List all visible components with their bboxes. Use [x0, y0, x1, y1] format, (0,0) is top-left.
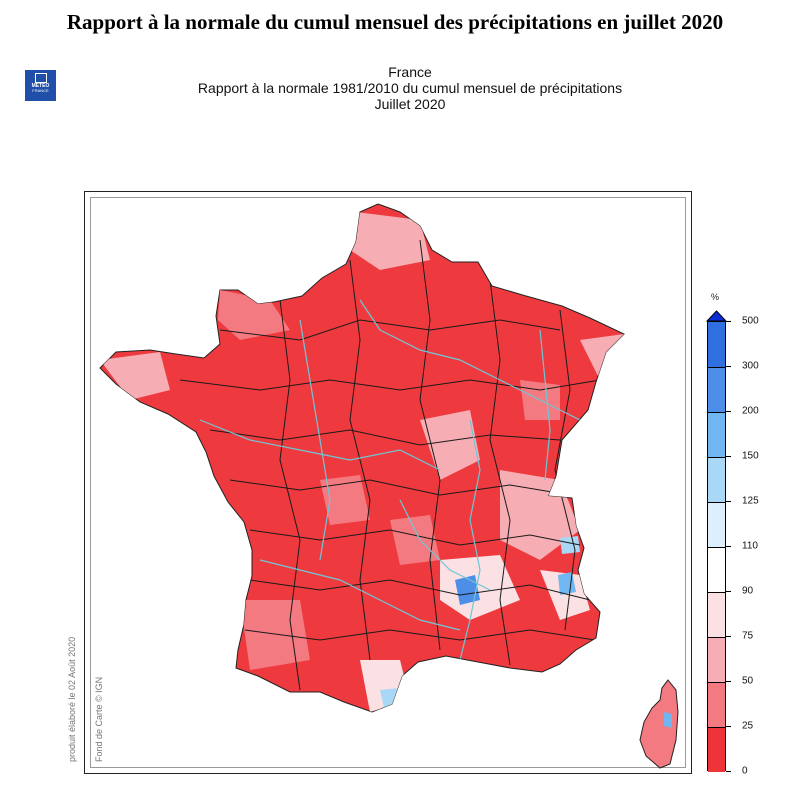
corsica	[639, 679, 679, 769]
legend-label: 0	[742, 765, 748, 777]
map-region: France	[388, 64, 432, 80]
map-inner-frame	[90, 197, 686, 768]
credit-produced: produit élaboré le 02 Août 2020	[67, 636, 77, 762]
legend-segment	[708, 637, 725, 682]
map-header: France Rapport à la normale 1981/2010 du…	[140, 64, 680, 112]
legend-segment	[708, 592, 725, 637]
rivers	[199, 299, 581, 661]
legend-segment	[708, 457, 725, 502]
logo-icon	[34, 73, 47, 83]
legend-label: 90	[742, 585, 754, 597]
legend-segment	[708, 367, 725, 412]
legend-tick	[726, 546, 731, 547]
legend-tick	[726, 681, 731, 682]
meteo-france-logo: METEO FRANCE	[25, 70, 56, 101]
corsica-blue-spot	[664, 712, 672, 728]
france-landmass	[99, 203, 625, 713]
legend-segment	[708, 727, 725, 772]
department-boundaries	[179, 239, 601, 691]
legend-label: 200	[742, 405, 759, 417]
legend-tick	[726, 591, 731, 592]
legend-label: 300	[742, 360, 759, 372]
map-frame	[84, 191, 692, 774]
legend-segment	[708, 547, 725, 592]
legend-label: 50	[742, 675, 754, 687]
legend-colorbar	[707, 321, 726, 772]
logo-line1: METEO	[31, 83, 50, 89]
legend-tick	[726, 726, 731, 727]
legend-tick	[726, 366, 731, 367]
page-title: Rapport à la normale du cumul mensuel de…	[66, 10, 724, 34]
legend-tick	[726, 456, 731, 457]
credit-basemap: Fond de Carte © IGN	[94, 676, 104, 762]
legend-tick	[726, 411, 731, 412]
legend-label: 25	[742, 720, 754, 732]
logo-line2: FRANCE	[32, 88, 49, 93]
legend-tick	[726, 771, 731, 772]
legend-label: 125	[742, 495, 759, 507]
legend-segment	[708, 502, 725, 547]
legend-label: 110	[742, 540, 758, 552]
legend-tick	[726, 501, 731, 502]
legend-segment	[708, 412, 725, 457]
map-period: Juillet 2020	[374, 96, 446, 112]
legend-segment	[708, 682, 725, 727]
legend-unit: %	[711, 292, 720, 302]
legend-label: 150	[742, 450, 759, 462]
legend-label: 500	[742, 315, 759, 327]
legend-tick	[726, 321, 731, 322]
legend-segment	[708, 322, 725, 367]
legend-tick	[726, 636, 731, 637]
legend-label: 75	[742, 630, 754, 642]
map-description: Rapport à la normale 1981/2010 du cumul …	[197, 80, 623, 96]
